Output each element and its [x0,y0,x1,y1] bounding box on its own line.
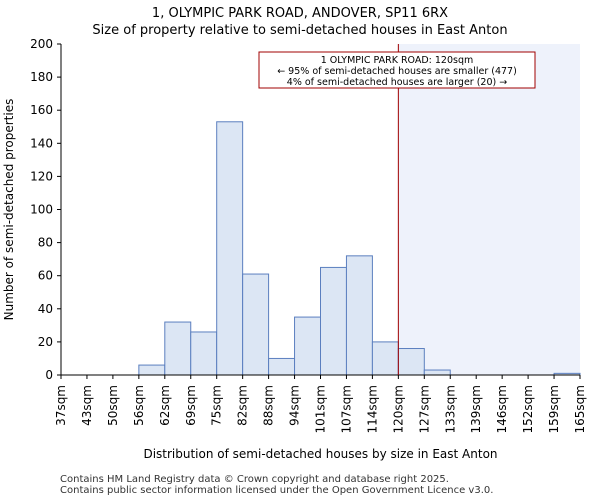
y-axis-label: Number of semi-detached properties [2,99,16,321]
x-tick-label: 114sqm [365,385,379,433]
bar-107sqm [345,255,373,376]
highlight-region [398,44,580,375]
x-tick-label: 133sqm [443,385,457,433]
x-tick-label: 127sqm [417,385,431,433]
y-tick-label: 20 [38,335,53,349]
bar-chart: 0 20 40 60 80 100 120 140 160 180 200 37sqm 43sqm 50s… [2,37,587,461]
x-tick-label: 94sqm [288,385,302,426]
x-tick-label: 146sqm [495,385,509,433]
y-tick-label: 80 [38,236,53,250]
bar-88sqm [268,357,296,376]
y-tick-label: 120 [30,169,53,183]
bar-62sqm [164,321,192,376]
x-tick-label: 139sqm [469,385,483,433]
y-tick-label: 140 [30,136,53,150]
annotation-line-3: 4% of semi-detached houses are larger (2… [287,77,507,88]
bar-82sqm [242,273,270,376]
annotation-line-2: ← 95% of semi-detached houses are smalle… [277,66,517,77]
bar-114sqm [371,341,399,376]
y-tick-label: 100 [30,203,53,217]
x-tick-label: 37sqm [54,385,68,426]
y-tick-label: 60 [38,269,53,283]
x-tick-label: 69sqm [184,385,198,426]
x-tick-label: 159sqm [547,385,561,433]
bar-101sqm [320,266,347,376]
x-tick-label: 120sqm [391,385,405,433]
bar-94sqm [294,316,321,376]
bar-75sqm [216,121,244,376]
x-tick-label: 107sqm [339,385,353,433]
footer-line-2: Contains public sector information licen… [60,485,494,496]
x-tick-label: 43sqm [80,385,94,426]
x-tick-label: 88sqm [262,385,276,426]
x-tick-label: 101sqm [314,385,328,433]
y-tick-label: 200 [30,37,53,51]
x-tick-label: 82sqm [236,385,250,426]
annotation-line-1: 1 OLYMPIC PARK ROAD: 120sqm [321,55,474,66]
bar-69sqm [190,331,218,376]
x-tick-label: 152sqm [521,385,535,433]
bar-56sqm [138,364,166,376]
x-axis-label: Distribution of semi-detached houses by … [143,447,497,461]
bar-127sqm [423,369,451,376]
x-tick-label: 165sqm [573,385,587,433]
y-tick-label: 160 [30,103,53,117]
y-tick-label: 180 [30,70,53,84]
footer-line-1: Contains HM Land Registry data © Crown c… [60,474,449,485]
y-tick-label: 40 [38,302,53,316]
y-tick-label: 0 [45,368,53,382]
x-tick-label: 75sqm [210,385,224,426]
x-tick-label: 56sqm [132,385,146,426]
annotation-box [258,51,536,89]
bar-120sqm [397,348,425,376]
x-tick-label: 50sqm [106,385,120,426]
x-tick-label: 62sqm [158,385,172,426]
chart-title: 1, OLYMPIC PARK ROAD, ANDOVER, SP11 6RX [151,6,449,21]
chart-subtitle: Size of property relative to semi-detach… [92,23,508,38]
